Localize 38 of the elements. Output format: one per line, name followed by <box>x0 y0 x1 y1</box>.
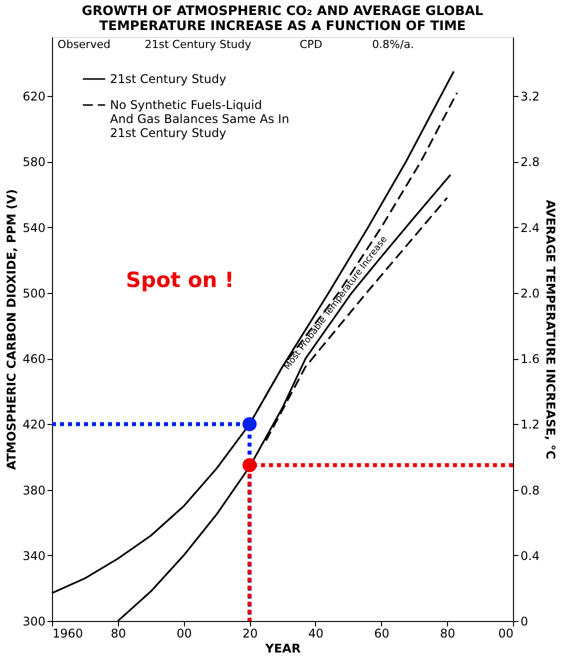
x-tick-label: 1960 <box>52 626 84 640</box>
y2-tick-label: 0.4 <box>520 548 540 563</box>
x-tick-label: 80 <box>110 626 126 640</box>
y2-tick-label: 1.6 <box>520 352 540 366</box>
annotation: 21st Century Study <box>144 38 252 51</box>
y-tick-label: 340 <box>22 548 46 563</box>
x-tick-label: 20 <box>242 626 258 640</box>
x-tick-label: 40 <box>308 626 324 640</box>
y2-tick-label: 0.8 <box>520 483 540 498</box>
annotation: Observed <box>58 38 110 51</box>
y-tick-label: 300 <box>22 614 46 628</box>
annotation: Spot on ! <box>126 268 234 292</box>
y2-tick-label: 2.4 <box>520 220 540 235</box>
y2-tick-label: 2.8 <box>520 155 540 170</box>
y-axis-title: ATMOSPHERIC CARBON DIOXIDE, PPM (V) <box>4 189 19 470</box>
y2-tick-label: 1.2 <box>520 418 540 432</box>
y-tick-label: 500 <box>22 286 46 300</box>
y2-axis-title: AVERAGE TEMPERATURE INCREASE, °C <box>544 200 558 460</box>
x-tick-label: 80 <box>440 626 456 640</box>
x-tick-label: 60 <box>374 626 390 640</box>
y-tick-label: 460 <box>22 352 46 366</box>
y-tick-label: 540 <box>22 220 46 235</box>
x-tick-label: 00 <box>498 626 514 640</box>
y2-tick-label: 2.0 <box>520 286 540 300</box>
y2-tick-label: 0 <box>520 614 528 628</box>
y-tick-label: 580 <box>22 155 46 170</box>
annotation: 0.8%/a. <box>372 38 414 51</box>
chart-title: GROWTH OF ATMOSPHERIC CO₂ AND AVERAGE GLOBAL TEMPERATURE INCREASE AS A FUNCTION OF TIME <box>82 4 484 34</box>
y2-tick-label: 3.2 <box>520 90 540 104</box>
y-tick-label: 380 <box>22 483 46 498</box>
annotation: CPD <box>300 38 322 51</box>
x-tick-label: 00 <box>176 626 192 640</box>
line-series <box>265 196 448 442</box>
y-tick-label: 620 <box>22 90 46 104</box>
y-tick-label: 420 <box>22 418 46 432</box>
legend-label: No Synthetic Fuels-Liquid And Gas Balances Same As In 21st Century Study <box>110 98 290 140</box>
x-axis-title: YEAR <box>264 642 301 656</box>
legend-label: 21st Century Study <box>110 72 226 86</box>
